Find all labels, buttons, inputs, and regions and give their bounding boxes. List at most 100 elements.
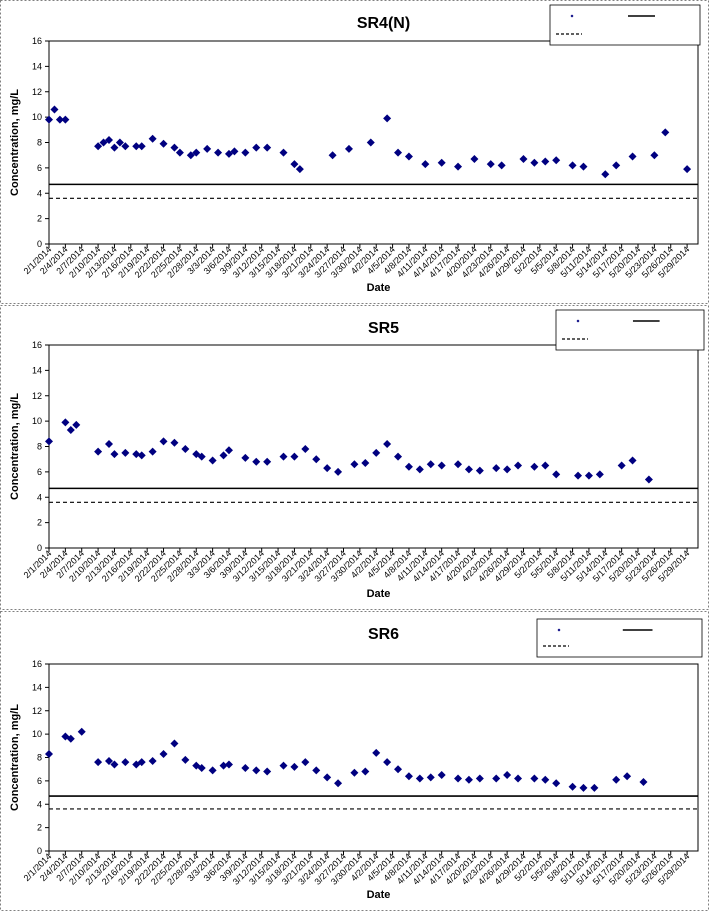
x-axis-label: Date (367, 282, 391, 294)
data-point (595, 470, 604, 479)
y-tick-label: 2 (37, 518, 42, 528)
data-point (208, 766, 217, 775)
data-point (61, 115, 70, 124)
data-point (415, 774, 424, 783)
data-point (110, 760, 119, 769)
data-point (104, 757, 113, 766)
data-point (181, 755, 190, 764)
data-point (214, 148, 223, 157)
data-point (372, 448, 381, 457)
data-point (334, 779, 343, 788)
y-tick-label: 6 (37, 467, 42, 477)
data-point (263, 457, 272, 466)
legend-marker (557, 628, 561, 632)
data-point (323, 773, 332, 782)
data-point (121, 758, 130, 767)
data-point (110, 143, 119, 152)
data-point (552, 156, 561, 165)
data-point (312, 766, 321, 775)
legend-box (549, 4, 701, 46)
data-point (426, 460, 435, 469)
data-point (361, 458, 370, 467)
plot-area (48, 344, 699, 549)
data-point (312, 455, 321, 464)
y-tick-label: 0 (37, 543, 42, 553)
y-tick-label: 8 (37, 138, 42, 148)
data-point (94, 758, 103, 767)
y-tick-label: 8 (37, 442, 42, 452)
data-point (404, 152, 413, 161)
data-point (115, 138, 124, 147)
data-point (334, 467, 343, 476)
data-point (50, 105, 59, 114)
y-tick-label: 6 (37, 776, 42, 786)
data-point (159, 437, 168, 446)
data-point (241, 453, 250, 462)
data-point (197, 764, 206, 773)
y-tick-label: 16 (32, 36, 42, 46)
data-point (170, 438, 179, 447)
data-point (110, 450, 119, 459)
data-point (45, 437, 53, 446)
data-point (290, 452, 299, 461)
data-point (344, 144, 353, 153)
data-point (579, 783, 588, 792)
data-point (541, 775, 550, 784)
data-point (77, 727, 86, 736)
data-point (661, 128, 670, 137)
data-point (45, 749, 53, 758)
data-point (454, 460, 463, 469)
data-point (437, 771, 446, 780)
y-axis-label: Concentration, mg/L (9, 393, 21, 500)
data-point (421, 160, 430, 169)
data-point (383, 114, 392, 123)
data-point (530, 158, 539, 167)
data-point (628, 456, 637, 465)
data-point (61, 418, 70, 427)
data-point (584, 471, 593, 480)
data-point (148, 757, 157, 766)
data-point (132, 142, 141, 151)
data-point (295, 165, 304, 174)
data-point (159, 749, 168, 758)
data-point (519, 154, 528, 163)
data-point (104, 135, 113, 144)
data-point (426, 773, 435, 782)
data-point (301, 445, 310, 454)
data-point (454, 162, 463, 171)
data-point (104, 439, 113, 448)
y-tick-label: 14 (32, 61, 42, 71)
y-tick-label: 10 (32, 729, 42, 739)
data-point (404, 772, 413, 781)
data-point (224, 760, 233, 769)
data-point (437, 461, 446, 470)
legend-box (536, 618, 703, 658)
data-point (612, 161, 621, 170)
legend-marker (570, 14, 574, 18)
data-point (394, 765, 403, 774)
data-point (503, 771, 512, 780)
data-point (252, 766, 261, 775)
x-axis-label: Date (367, 889, 391, 901)
data-point (454, 774, 463, 783)
data-point (541, 157, 550, 166)
data-point (94, 447, 103, 456)
data-point (492, 774, 501, 783)
y-tick-label: 0 (37, 239, 42, 249)
y-axis-label: Concentration, mg/L (9, 704, 21, 811)
data-point (612, 775, 621, 784)
y-tick-label: 14 (32, 682, 42, 692)
data-point (475, 466, 484, 475)
data-point (301, 758, 310, 767)
data-point (279, 452, 288, 461)
data-point (219, 761, 228, 770)
data-point (475, 774, 484, 783)
data-point (290, 160, 299, 169)
data-point (230, 147, 239, 156)
data-point (328, 151, 337, 160)
data-point (263, 767, 272, 776)
data-point (394, 452, 403, 461)
y-axis-label: Concentration, mg/L (9, 89, 21, 196)
